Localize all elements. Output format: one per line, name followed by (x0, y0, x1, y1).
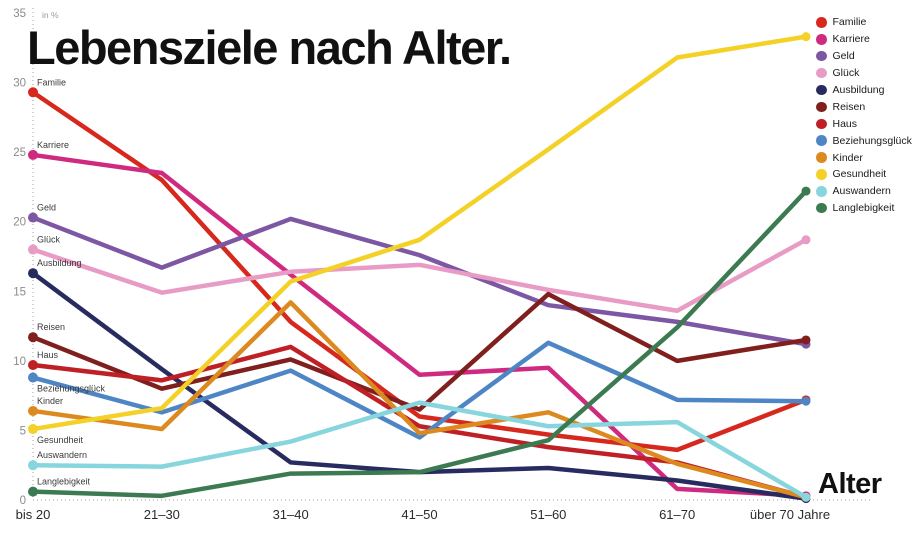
series-label-auswandern: Auswandern (37, 450, 87, 460)
series-line-karriere (30, 152, 809, 499)
series-label-haus: Haus (37, 350, 59, 360)
series-label-reisen: Reisen (37, 322, 65, 332)
y-tick-label: 15 (13, 286, 26, 298)
series-start-dot-ausbildung (28, 268, 38, 279)
legend-item-ausbildung: Ausbildung (816, 82, 914, 99)
legend-label-ausbildung: Ausbildung (832, 84, 885, 96)
legend-item-beziehungsgl-ck: Beziehungsglück (816, 132, 914, 149)
x-tick-label: 61–70 (659, 507, 695, 522)
legend-item-karriere: Karriere (816, 31, 914, 48)
legend-item-geld: Geld (816, 48, 914, 65)
series-end-dot-gesundheit (801, 32, 811, 42)
legend-dot-haus (816, 118, 827, 130)
series-start-dot-auswandern (28, 460, 38, 471)
series-line-haus (30, 344, 809, 500)
series-label-langlebigkeit: Langlebigkeit (37, 477, 91, 487)
x-axis-title: Alter (818, 468, 882, 500)
legend-label-familie: Familie (832, 16, 867, 29)
y-axis-unit-label: in % (42, 10, 59, 20)
page-title: Lebensziele nach Alter. (27, 21, 512, 74)
legend-label-beziehungsgl-ck: Beziehungsglück (832, 134, 912, 147)
series-line-langlebigkeit (30, 188, 809, 499)
series-line-beziehungsgl-ck (30, 340, 809, 440)
series-start-dot-reisen (28, 332, 38, 343)
legend-item-haus: Haus (816, 115, 914, 132)
legend-dot-auswandern (816, 186, 827, 197)
legend-item-familie: Familie (816, 14, 914, 31)
series-line-gesundheit (30, 34, 809, 432)
legend-item-reisen: Reisen (816, 98, 914, 115)
series-end-dot-beziehungsgl-ck (801, 396, 811, 406)
legend-item-auswandern: Auswandern (816, 183, 914, 200)
series-start-dot-beziehungsgl-ck (28, 372, 38, 383)
series-start-dot-kinder (28, 405, 38, 416)
legend-label-gesundheit: Gesundheit (832, 168, 887, 181)
series-line-reisen (30, 291, 809, 412)
legend-item-langlebigkeit: Langlebigkeit (816, 200, 914, 217)
series-label-ausbildung: Ausbildung (37, 258, 82, 268)
series-start-dot-familie (28, 87, 38, 98)
y-tick-label: 35 (13, 8, 26, 20)
legend-dot-beziehungsgl-ck (816, 135, 827, 146)
legend: Familie Karriere Geld Glück Ausbildung Reisen… (816, 14, 914, 217)
series-end-dot-auswandern (801, 492, 811, 502)
series-end-dot-gl-ck (801, 235, 811, 245)
legend-label-gl-ck: Glück (832, 67, 860, 80)
legend-dot-familie (816, 17, 827, 28)
series-line-auswandern (30, 400, 809, 500)
y-tick-label: 30 (13, 78, 26, 90)
legend-item-gesundheit: Gesundheit (816, 166, 914, 183)
series-label-geld: Geld (37, 203, 56, 213)
legend-label-langlebigkeit: Langlebigkeit (832, 202, 895, 215)
legend-label-reisen: Reisen (832, 100, 866, 113)
y-tick-label: 25 (13, 147, 26, 159)
legend-item-kinder: Kinder (816, 149, 914, 166)
series-label-gl-ck: Glück (37, 235, 61, 245)
legend-label-geld: Geld (832, 50, 855, 63)
series-start-dot-langlebigkeit (28, 486, 38, 497)
series-start-dot-gesundheit (28, 424, 38, 435)
series-start-dot-haus (28, 360, 38, 371)
legend-dot-gl-ck (816, 67, 827, 79)
legend-dot-karriere (816, 34, 827, 45)
legend-dot-gesundheit (816, 169, 827, 180)
legend-dot-ausbildung (816, 84, 827, 96)
legend-label-kinder: Kinder (832, 151, 863, 164)
legend-dot-kinder (816, 152, 827, 163)
y-tick-label: 5 (20, 425, 26, 437)
series-line-geld (30, 215, 809, 347)
series-line-kinder (30, 300, 809, 500)
x-tick-label: bis 20 (16, 507, 51, 522)
legend-item-gl-ck: Glück (816, 65, 914, 82)
y-tick-label: 20 (13, 217, 26, 229)
y-tick-label: 10 (13, 356, 26, 368)
legend-dot-geld (816, 50, 827, 62)
series-label-beziehungsgl-ck: Beziehungsglück (37, 384, 106, 394)
series-line-familie (30, 90, 809, 453)
series-label-familie: Familie (37, 77, 66, 87)
x-tick-label: 31–40 (273, 507, 309, 522)
legend-label-auswandern: Auswandern (832, 185, 891, 198)
series-start-dot-geld (28, 212, 38, 223)
series-line-gl-ck (30, 237, 809, 314)
y-tick-label: 0 (20, 495, 26, 507)
series-end-dot-langlebigkeit (801, 186, 811, 196)
x-tick-label: 21–30 (144, 507, 180, 522)
series-label-karriere: Karriere (37, 140, 69, 150)
x-tick-label: über 70 Jahre (750, 507, 830, 522)
legend-label-haus: Haus (832, 117, 858, 130)
x-tick-label: 41–50 (401, 507, 437, 522)
series-start-dot-karriere (28, 149, 38, 160)
legend-label-karriere: Karriere (832, 33, 870, 46)
series-label-gesundheit: Gesundheit (37, 435, 84, 445)
series-start-dot-gl-ck (28, 244, 38, 255)
legend-dot-langlebigkeit (816, 202, 827, 214)
legend-dot-reisen (816, 101, 827, 113)
series-end-dot-reisen (801, 335, 811, 345)
series-label-kinder: Kinder (37, 396, 63, 406)
x-tick-label: 51–60 (530, 507, 566, 522)
